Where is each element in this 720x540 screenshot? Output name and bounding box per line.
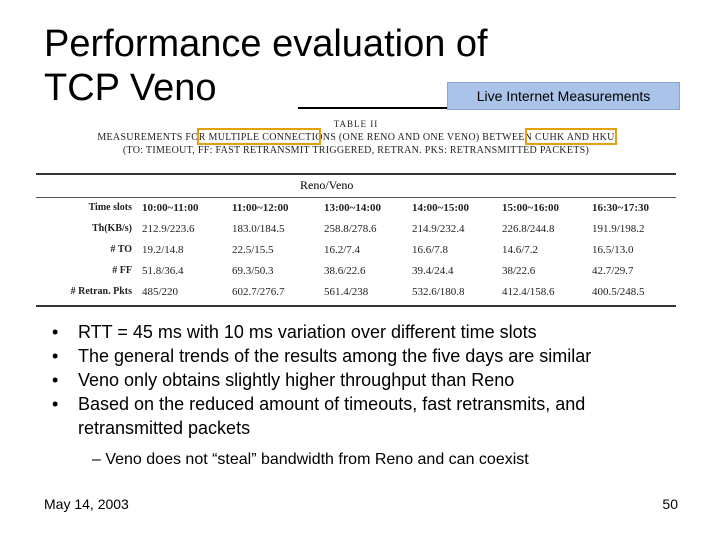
table-row-label: # FF [112, 265, 132, 276]
table-cell: 258.8/278.6 [324, 223, 377, 235]
highlight-multiple-connections [197, 128, 321, 145]
slide-title-line-2: TCP Veno [44, 67, 217, 109]
table-cell: 11:00~12:00 [232, 202, 289, 214]
table-cell: 51.8/36.4 [142, 265, 184, 277]
table-top-rule [36, 173, 676, 175]
table-row-label: Th(KB/s) [91, 223, 132, 234]
table-cell: 183.0/184.5 [232, 223, 285, 235]
slide-title-line-1: Performance evaluation of [44, 23, 488, 65]
table-mid-rule [36, 197, 676, 198]
sub-bullet: – Veno does not “steal” bandwidth from R… [92, 451, 529, 468]
table-cell: 214.9/232.4 [412, 223, 465, 235]
table-row: Th(KB/s) 212.9/223.6 183.0/184.5 258.8/278.… [36, 223, 676, 241]
table-bottom-rule [36, 305, 676, 307]
table-cell: 69.3/50.3 [232, 265, 274, 277]
table-cell: 16.6/7.8 [412, 244, 449, 256]
table-cell: 22.5/15.5 [232, 244, 274, 256]
table-cell: 191.9/198.2 [592, 223, 645, 235]
table-row-label: # Retran. Pkts [70, 286, 132, 297]
bullet-item: Veno only obtains slightly higher throug… [52, 368, 682, 392]
bullet-item: RTT = 45 ms with 10 ms variation over di… [52, 320, 682, 344]
table-caption: TABLE II MEASUREMENTS FOR MULTIPLE CONNE… [36, 118, 676, 157]
highlight-cuhk-hku [525, 128, 617, 145]
table-cell: 212.9/223.6 [142, 223, 195, 235]
table-row: # FF 51.8/36.4 69.3/50.3 38.6/22.6 39.4/24.4… [36, 265, 676, 283]
table-cell: 14:00~15:00 [412, 202, 470, 214]
table-row-label: # TO [110, 244, 132, 255]
table-cell: 226.8/244.8 [502, 223, 555, 235]
table-cell: 10:00~11:00 [142, 202, 199, 214]
bullet-item: The general trends of the results among … [52, 344, 682, 368]
page-number: 50 [662, 496, 678, 512]
table-caption-line-2: (TO: TIMEOUT, FF: FAST RETRANSMIT TRIGGE… [122, 145, 590, 156]
footer-date: May 14, 2003 [44, 496, 129, 512]
table-cell: 16.2/7.4 [324, 244, 361, 256]
table-cell: 485/220 [142, 286, 179, 298]
live-measurements-badge: Live Internet Measurements [447, 82, 680, 110]
table-cell: 38.6/22.6 [324, 265, 366, 277]
table-group-header: Reno/Veno [300, 178, 354, 192]
table-cell: 16.5/13.0 [592, 244, 634, 256]
table-cell: 39.4/24.4 [412, 265, 454, 277]
table-cell: 19.2/14.8 [142, 244, 184, 256]
table-cell: 14.6/7.2 [502, 244, 539, 256]
slide-title: Performance evaluation of TCP Veno [44, 22, 488, 110]
table-cell: 602.7/276.7 [232, 286, 285, 298]
table-row-label: Time slots [88, 202, 132, 213]
bullet-list: RTT = 45 ms with 10 ms variation over di… [52, 320, 682, 440]
bullet-item: Based on the reduced amount of timeouts,… [52, 392, 682, 440]
table-row: # TO 19.2/14.8 22.5/15.5 16.2/7.4 16.6/7.8 14… [36, 244, 676, 262]
table-cell: 38/22.6 [502, 265, 536, 277]
table-cell: 15:00~16:00 [502, 202, 560, 214]
table-cell: 561.4/238 [324, 286, 369, 298]
table-row: # Retran. Pkts 485/220 602.7/276.7 561.4/23… [36, 286, 676, 304]
table-title: TABLE II [333, 119, 379, 129]
table-cell: 42.7/29.7 [592, 265, 634, 277]
table-caption-line-1: MEASUREMENTS FOR MULTIPLE CONNECTIONS (O… [97, 132, 615, 143]
table-cell: 400.5/248.5 [592, 286, 645, 298]
table-row: Time slots 10:00~11:00 11:00~12:00 13:00~14… [36, 202, 676, 220]
table-cell: 412.4/158.6 [502, 286, 555, 298]
table-cell: 16:30~17:30 [592, 202, 650, 214]
table-cell: 13:00~14:00 [324, 202, 382, 214]
table-cell: 532.6/180.8 [412, 286, 465, 298]
